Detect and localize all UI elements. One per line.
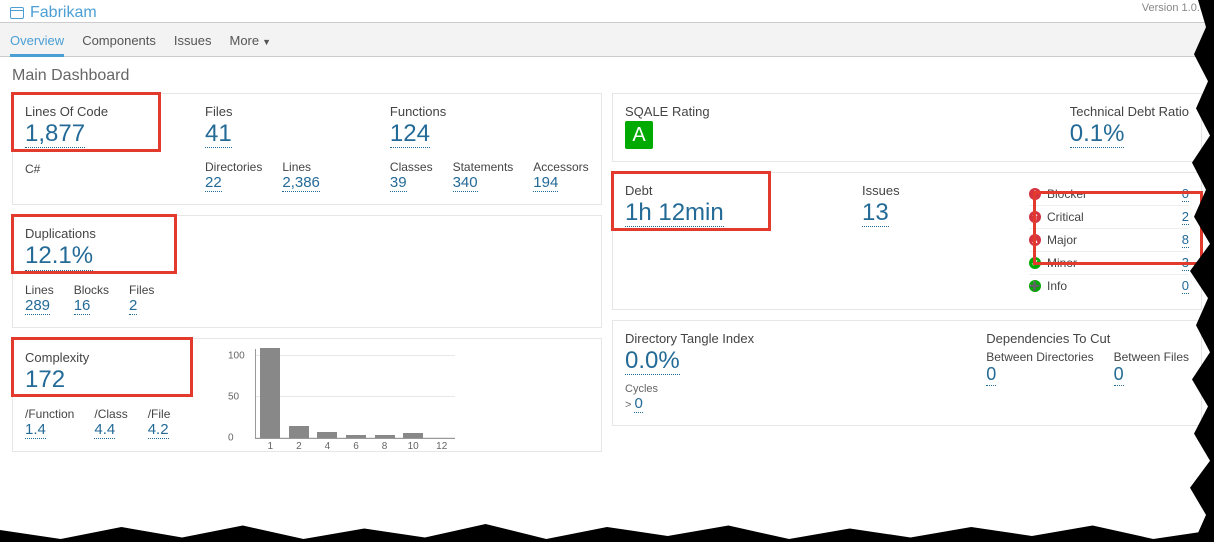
- between-dirs-label: Between Directories: [986, 350, 1093, 364]
- cycles-value[interactable]: 0: [634, 395, 642, 413]
- panel-tangle: Directory Tangle Index 0.0% Cycles > 0 D…: [612, 320, 1202, 426]
- tangle-label: Directory Tangle Index: [625, 331, 754, 346]
- panel-complexity: Complexity 172 /Function 1.4 /Class 4.4 …: [12, 338, 602, 452]
- project-title[interactable]: Fabrikam: [10, 4, 97, 22]
- directories-label: Directories: [205, 160, 262, 174]
- loc-label: Lines Of Code: [25, 104, 175, 119]
- panel-debt-issues: Debt 1h 12min Issues 13 ! Blocker 0 ⬆ Crit…: [612, 172, 1202, 310]
- info-label: Info: [1047, 279, 1067, 293]
- minor-icon: ✓: [1029, 257, 1041, 269]
- blocker-count[interactable]: 0: [1182, 186, 1189, 202]
- critical-icon: ⬆: [1029, 211, 1041, 223]
- critical-count[interactable]: 2: [1182, 209, 1189, 225]
- torn-bottom-decoration: [0, 512, 1214, 542]
- major-label: Major: [1047, 233, 1077, 247]
- dup-lines-value[interactable]: 289: [25, 297, 50, 315]
- statements-value[interactable]: 340: [453, 174, 478, 192]
- panel-duplications: Duplications 12.1% Lines 289 Blocks 16 F…: [12, 215, 602, 327]
- dup-blocks-label: Blocks: [74, 283, 109, 297]
- classes-value[interactable]: 39: [390, 174, 407, 192]
- project-icon: [10, 7, 24, 19]
- info-icon: ➕: [1029, 280, 1041, 292]
- loc-language: C#: [25, 162, 175, 176]
- header: Fabrikam Version 1.0.0: [0, 0, 1214, 23]
- tab-more[interactable]: More▼: [229, 29, 271, 56]
- lines-label: Lines: [282, 160, 320, 174]
- complexity-label: Complexity: [25, 350, 205, 365]
- tab-bar: Overview Components Issues More▼: [0, 23, 1214, 57]
- between-dirs-value[interactable]: 0: [986, 364, 996, 386]
- directories-value[interactable]: 22: [205, 174, 222, 192]
- issues-value[interactable]: 13: [862, 200, 889, 227]
- lines-value[interactable]: 2,386: [282, 174, 320, 192]
- accessors-label: Accessors: [533, 160, 588, 174]
- minor-label: Minor: [1047, 256, 1077, 270]
- tab-components[interactable]: Components: [82, 29, 156, 56]
- dup-files-label: Files: [129, 283, 154, 297]
- critical-label: Critical: [1047, 210, 1084, 224]
- blocker-icon: !: [1029, 188, 1041, 200]
- tab-overview[interactable]: Overview: [10, 29, 64, 57]
- minor-count[interactable]: 3: [1182, 255, 1189, 271]
- dup-label: Duplications: [25, 226, 589, 241]
- major-icon: ▲: [1029, 234, 1041, 246]
- tab-more-label: More: [229, 33, 259, 48]
- files-label: Files: [205, 104, 320, 119]
- classes-label: Classes: [390, 160, 433, 174]
- loc-value[interactable]: 1,877: [25, 121, 85, 148]
- complexity-value[interactable]: 172: [25, 367, 65, 394]
- between-files-label: Between Files: [1114, 350, 1189, 364]
- cx-file-label: /File: [148, 407, 171, 421]
- dup-files-value[interactable]: 2: [129, 297, 137, 315]
- between-files-value[interactable]: 0: [1114, 364, 1124, 386]
- left-column: Lines Of Code 1,877 C# Files 41 Director…: [12, 93, 602, 452]
- deps-cut-label: Dependencies To Cut: [986, 331, 1189, 346]
- cx-class-value[interactable]: 4.4: [94, 421, 115, 439]
- functions-value[interactable]: 124: [390, 121, 430, 148]
- severity-row-blocker[interactable]: ! Blocker 0: [1029, 183, 1189, 206]
- panel-size: Lines Of Code 1,877 C# Files 41 Director…: [12, 93, 602, 205]
- tangle-value[interactable]: 0.0%: [625, 348, 680, 375]
- severity-row-info[interactable]: ➕ Info 0: [1029, 275, 1189, 297]
- debt-label: Debt: [625, 183, 775, 198]
- dashboard-grid: Lines Of Code 1,877 C# Files 41 Director…: [0, 93, 1214, 452]
- sqale-label: SQALE Rating: [625, 104, 710, 119]
- severity-row-critical[interactable]: ⬆ Critical 2: [1029, 206, 1189, 229]
- techdebt-label: Technical Debt Ratio: [1070, 104, 1189, 119]
- dup-blocks-value[interactable]: 16: [74, 297, 91, 315]
- project-name: Fabrikam: [30, 4, 97, 22]
- issues-label: Issues: [862, 183, 942, 198]
- statements-label: Statements: [453, 160, 514, 174]
- cycles-label: Cycles: [625, 383, 658, 395]
- cx-fn-label: /Function: [25, 407, 74, 421]
- chevron-down-icon: ▼: [262, 37, 271, 47]
- accessors-value[interactable]: 194: [533, 174, 558, 192]
- page-title: Main Dashboard: [0, 57, 1214, 93]
- info-count[interactable]: 0: [1182, 278, 1189, 294]
- cycles-prefix: >: [625, 399, 634, 411]
- severity-row-major[interactable]: ▲ Major 8: [1029, 229, 1189, 252]
- files-value[interactable]: 41: [205, 121, 232, 148]
- complexity-chart: 050100124681012: [255, 349, 455, 439]
- cx-fn-value[interactable]: 1.4: [25, 421, 46, 439]
- tab-issues[interactable]: Issues: [174, 29, 212, 56]
- dup-lines-label: Lines: [25, 283, 54, 297]
- functions-label: Functions: [390, 104, 589, 119]
- right-column: SQALE Rating A Technical Debt Ratio 0.1%…: [612, 93, 1202, 452]
- cx-file-value[interactable]: 4.2: [148, 421, 169, 439]
- major-count[interactable]: 8: [1182, 232, 1189, 248]
- severity-list: ! Blocker 0 ⬆ Critical 2 ▲ Major 8 ✓ Minor 3: [1029, 183, 1189, 297]
- cx-class-label: /Class: [94, 407, 127, 421]
- severity-row-minor[interactable]: ✓ Minor 3: [1029, 252, 1189, 275]
- dup-value[interactable]: 12.1%: [25, 243, 93, 270]
- debt-value[interactable]: 1h 12min: [625, 200, 724, 227]
- techdebt-value[interactable]: 0.1%: [1070, 121, 1125, 148]
- blocker-label: Blocker: [1047, 187, 1087, 201]
- version-label: Version 1.0.0: [1142, 2, 1206, 14]
- sqale-grade[interactable]: A: [625, 121, 653, 149]
- panel-rating: SQALE Rating A Technical Debt Ratio 0.1%: [612, 93, 1202, 162]
